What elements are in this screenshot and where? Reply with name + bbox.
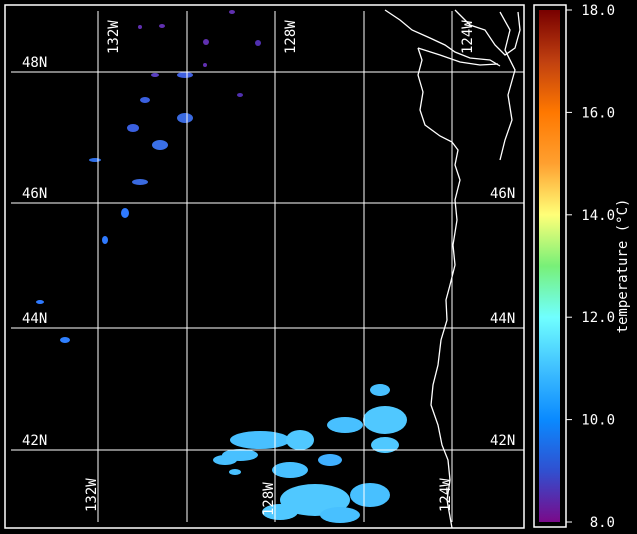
sst-patch: [371, 437, 399, 453]
colorbar-ticks: 18.0 16.0 14.0 12.0 10.0 8.0: [566, 4, 615, 530]
lat-label-46n-right: 46N: [490, 186, 515, 202]
graticule: [11, 11, 524, 522]
colorbar-tick-label: 8.0: [590, 515, 615, 530]
lat-labels-right: 46N 44N 42N: [490, 186, 515, 449]
sst-patch: [318, 454, 342, 466]
colorbar-tick-label: 16.0: [581, 105, 615, 121]
sst-patch: [89, 158, 101, 162]
sst-patch: [350, 483, 390, 507]
colorbar-tick-label: 12.0: [581, 310, 615, 326]
colorbar: 18.0 16.0 14.0 12.0 10.0 8.0 temperature (°C): [533, 4, 631, 530]
sst-patch: [177, 72, 193, 78]
sst-patch: [60, 337, 70, 343]
sst-patch: [36, 300, 44, 304]
lon-label-132w-bottom: 132W: [84, 478, 100, 512]
lat-label-48n: 48N: [22, 55, 47, 71]
sst-patch: [121, 208, 129, 218]
sst-patch: [152, 140, 168, 150]
coastline-washington-oregon: [417, 47, 461, 529]
lon-label-128w-bottom: 128W: [261, 482, 277, 516]
lat-labels-left: 48N 46N 44N 42N: [22, 55, 47, 449]
sst-patch: [203, 63, 207, 67]
lon-label-124w-bottom: 124W: [438, 478, 454, 512]
sst-patch: [237, 93, 243, 97]
sst-patch: [151, 73, 159, 77]
sst-patch: [140, 97, 150, 103]
sst-patch: [327, 417, 363, 433]
coastline-puget: [499, 11, 516, 161]
sst-patch: [127, 124, 139, 132]
sst-patch: [138, 25, 142, 29]
sst-patch: [363, 406, 407, 434]
sst-patch: [132, 179, 148, 185]
sst-patch: [370, 384, 390, 396]
sst-patch: [272, 462, 308, 478]
sst-patch: [320, 507, 360, 523]
lat-label-44n-right: 44N: [490, 311, 515, 327]
lon-label-124w-top: 124W: [460, 20, 476, 54]
sst-patch: [229, 10, 235, 14]
colorbar-gradient: [539, 10, 560, 522]
coastline-strait: [384, 9, 501, 67]
coastline: [384, 9, 521, 529]
colorbar-tick-label: 10.0: [581, 413, 615, 429]
coastline-vancouver-island: [454, 9, 521, 56]
sst-patch: [159, 24, 165, 28]
sst-patch: [262, 504, 298, 520]
sst-patch: [102, 236, 108, 244]
lat-label-42n: 42N: [22, 433, 47, 449]
lat-label-46n: 46N: [22, 186, 47, 202]
colorbar-label: temperature (°C): [615, 199, 631, 334]
lon-label-128w-top: 128W: [283, 20, 299, 54]
sst-patch: [230, 431, 290, 449]
lon-labels-top: 132W 128W 124W: [106, 20, 476, 54]
sst-patch: [177, 113, 193, 123]
sst-patch: [203, 39, 209, 45]
sst-patch: [213, 455, 237, 465]
colorbar-tick-label: 14.0: [581, 208, 615, 224]
colorbar-tick-label: 18.0: [581, 4, 615, 19]
lat-label-42n-right: 42N: [490, 433, 515, 449]
sst-patch: [229, 469, 241, 475]
sst-patch: [255, 40, 261, 46]
lon-labels-bottom: 132W 128W 124W: [84, 478, 454, 516]
sst-patch: [286, 430, 314, 450]
coastline-strait-south: [417, 47, 499, 66]
lon-label-132w-top: 132W: [106, 20, 122, 54]
lat-label-44n: 44N: [22, 311, 47, 327]
